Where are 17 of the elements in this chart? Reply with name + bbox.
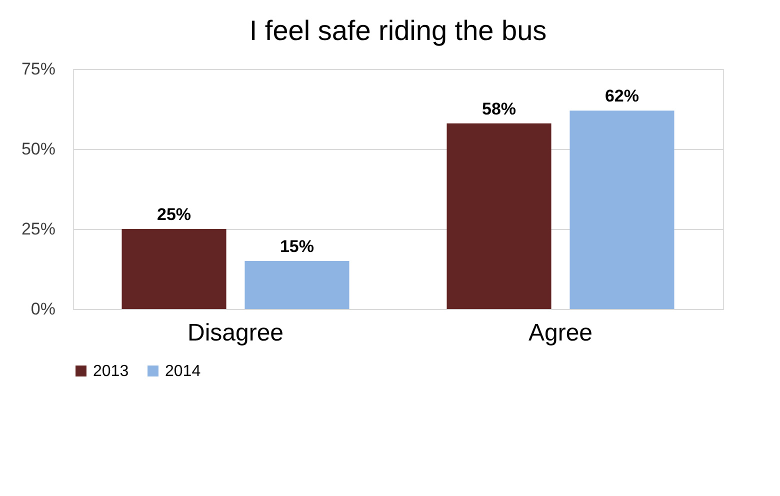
data-label: 15% <box>280 237 314 256</box>
chart-title: I feel safe riding the bus <box>249 15 547 46</box>
x-tick-label: Disagree <box>187 320 284 346</box>
y-tick-label: 75% <box>21 60 56 78</box>
legend-label: 2014 <box>165 363 201 380</box>
y-tick-label: 50% <box>21 140 56 158</box>
y-tick-label: 0% <box>30 300 56 318</box>
data-label: 25% <box>157 205 192 224</box>
bar <box>244 261 350 309</box>
legend-label: 2013 <box>93 363 129 380</box>
bar <box>122 229 226 309</box>
data-label: 62% <box>604 86 639 106</box>
y-tick-label: 25% <box>21 220 56 238</box>
x-tick-label: Agree <box>528 320 593 346</box>
bar <box>446 123 552 309</box>
bar <box>570 110 674 309</box>
data-label: 58% <box>482 99 516 118</box>
